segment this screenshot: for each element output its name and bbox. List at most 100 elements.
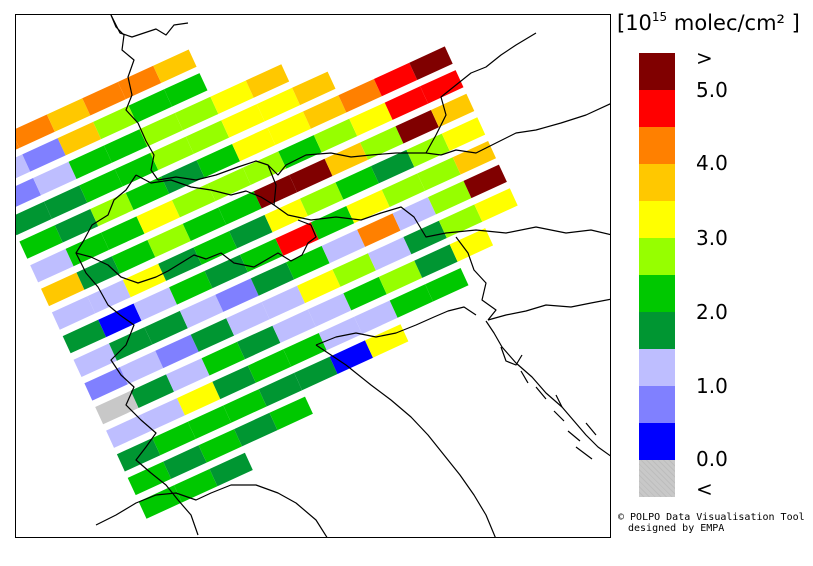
swath-pixel [370, 149, 415, 184]
swath-pixel [65, 232, 109, 267]
swath-pixel [114, 152, 159, 187]
swath-pixel [346, 189, 390, 224]
swath-pixel [147, 223, 191, 258]
swath-pixel [297, 269, 341, 304]
swath-pixel [275, 222, 319, 256]
credit-line-2: designed by EMPA [628, 523, 725, 534]
swath-pixel [232, 127, 276, 162]
credit-text: © POLPO Data Visualisation Tool designed… [618, 512, 805, 534]
swath-pixel [409, 46, 453, 80]
swath-pixel [417, 157, 461, 191]
legend-label-2: 2.0 [696, 300, 728, 324]
swath-pixel [169, 271, 213, 305]
swath-pixel [349, 102, 393, 137]
swath-pixel [190, 318, 235, 352]
legend-label-4: 4.0 [696, 151, 728, 175]
swath-pixel [300, 182, 344, 216]
swath-pixel [133, 287, 177, 321]
swath-pixel [128, 89, 172, 123]
coast-italy-east [315, 344, 496, 537]
swath-pixel [130, 374, 174, 408]
colorbar-swatch [639, 349, 675, 386]
swath-pixel [30, 248, 74, 283]
swath-pixel [250, 262, 295, 296]
legend-label-3: 3.0 [696, 226, 728, 250]
swath-pixel [313, 118, 358, 153]
swath-pixel [207, 167, 251, 202]
swath-pixel [41, 272, 85, 307]
swath-pixel [335, 166, 379, 200]
map-panel[interactable] [15, 14, 611, 538]
swath-pixel [474, 188, 518, 222]
swath-pixel [57, 121, 102, 156]
swath-pixel [368, 237, 412, 271]
swath-pixel [267, 111, 311, 145]
swath-pixel [196, 144, 240, 178]
swath-pixel [139, 113, 183, 147]
country-borders [75, 15, 610, 537]
swath-pixel [16, 201, 52, 236]
swath-pixel [258, 372, 303, 407]
coast-adriatic-east [485, 320, 610, 457]
swath-pixel [218, 191, 262, 225]
swath-pixel [384, 86, 429, 120]
swath-pixel [144, 310, 188, 345]
swath-pixel [141, 398, 185, 432]
swath-pixel [237, 325, 281, 360]
swath-pixel [381, 173, 426, 207]
swath-pixel [395, 110, 439, 144]
swath-pixel [101, 216, 145, 250]
swath-pixel [62, 319, 107, 354]
coast-adriatic-north [315, 306, 477, 346]
swath-pixel [111, 240, 156, 274]
border-germany-switzerland [157, 152, 442, 181]
swath-pixel [414, 244, 458, 278]
colorbar-swatch [639, 201, 675, 238]
border-italy-slovenia [455, 236, 497, 321]
swath-pixel [152, 421, 196, 456]
swath-pixel [392, 197, 436, 231]
swath-pixel [318, 316, 363, 351]
swath-pixel [420, 70, 464, 104]
croatian-islands [520, 370, 597, 460]
satellite-swath [16, 46, 518, 519]
swath-pixel [95, 390, 139, 425]
border-switzerland-north [135, 174, 275, 206]
swath-pixel [343, 276, 387, 311]
swath-pixel [22, 138, 66, 172]
border-france-italy [75, 252, 199, 536]
swath-pixel [441, 117, 486, 151]
swath-pixel [172, 183, 216, 218]
swath-pixel [125, 176, 170, 210]
swath-pixel [76, 256, 120, 290]
swath-pixel [136, 200, 180, 234]
swath-pixel [215, 278, 259, 312]
swath-pixel [438, 204, 483, 238]
swath-pixel [256, 87, 300, 122]
swath-pixel [164, 73, 208, 107]
colorbar [639, 53, 675, 497]
swath-pixel [324, 142, 368, 176]
legend-label-0: 0.0 [696, 447, 728, 471]
swath-pixel [321, 229, 366, 264]
swath-pixel [242, 151, 287, 185]
colorbar-swatch [639, 53, 675, 90]
colorbar-swatch [639, 312, 675, 349]
swath-pixel [354, 300, 398, 335]
swath-pixel [153, 49, 197, 83]
swath-pixel [16, 154, 31, 179]
swath-pixel [198, 429, 242, 463]
swath-pixel [269, 396, 313, 431]
swath-pixel [201, 341, 245, 376]
swath-pixel [150, 136, 194, 171]
swath-pixel [449, 228, 494, 262]
legend-title: [1015 molec/cm² ] [617, 10, 800, 35]
swath-pixel [289, 158, 333, 193]
swath-pixel [286, 245, 330, 280]
swath-pixel [209, 452, 253, 487]
swath-pixel [185, 120, 230, 154]
swath-pixel [87, 279, 131, 314]
swath-pixel [174, 469, 218, 503]
swath-pixel [51, 296, 96, 330]
coast-ligurian [95, 484, 328, 537]
